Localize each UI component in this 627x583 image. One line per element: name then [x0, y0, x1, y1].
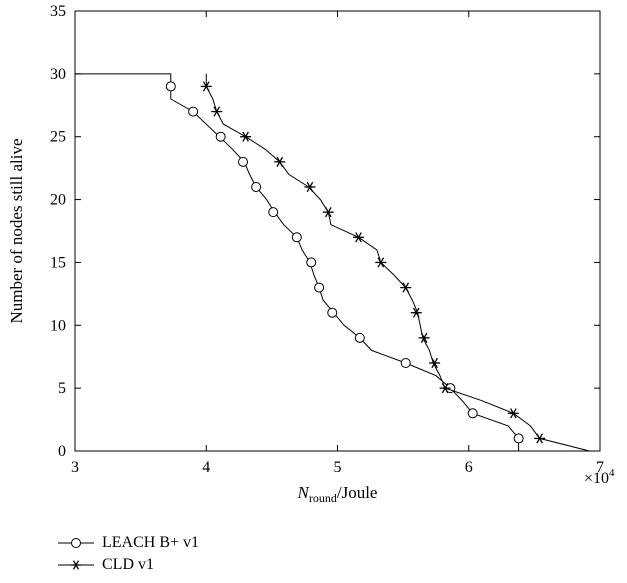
x-tick-label: 7 [596, 459, 604, 476]
data-point [211, 106, 223, 117]
data-point [513, 433, 524, 444]
data-point [327, 307, 338, 318]
data-point [400, 282, 412, 293]
y-tick-label: 0 [58, 443, 66, 460]
star-stroke [510, 408, 517, 419]
star-stroke [324, 207, 332, 218]
y-tick-label: 20 [50, 192, 66, 209]
data-point [418, 332, 430, 343]
plot-frame [74, 10, 601, 452]
data-point [215, 131, 226, 142]
star-stroke [355, 232, 362, 243]
star-stroke [276, 156, 284, 167]
data-point [314, 282, 325, 293]
legend: LEACH B+ v1 CLD v1 [58, 532, 199, 576]
data-point [322, 207, 334, 218]
data-point [251, 182, 262, 192]
star-stroke [213, 106, 221, 117]
star-stroke [420, 332, 428, 343]
plot-area: 3 4 5 6 7 0 5 10 15 20 25 30 35 [50, 3, 604, 476]
star-stroke [402, 282, 410, 293]
x-tick-label: 4 [202, 459, 210, 476]
circle-marker-icon [58, 538, 94, 548]
star-stroke [536, 433, 543, 444]
legend-label-leach: LEACH B+ v1 [102, 534, 200, 551]
data-point [534, 433, 546, 444]
star-stroke [202, 81, 210, 92]
star-stroke [306, 181, 314, 193]
data-point [165, 81, 176, 92]
data-point [507, 408, 519, 419]
legend-label-cld: CLD v1 [102, 556, 154, 573]
series-line [205, 73, 590, 452]
data-point [410, 307, 422, 318]
y-tick-label: 35 [50, 3, 66, 20]
y-tick-label: 5 [58, 380, 66, 397]
data-point [429, 357, 441, 369]
star-marker-icon [58, 560, 94, 570]
series-leach [75, 73, 524, 451]
data-point [375, 257, 387, 268]
y-tick-label: 15 [50, 254, 66, 271]
x-tick-label: 6 [465, 459, 473, 476]
x-tick-label: 5 [334, 459, 342, 476]
x-axis-label: Nround/Joule [297, 483, 378, 505]
data-point [188, 106, 199, 117]
data-point [200, 81, 212, 92]
data-point [467, 408, 478, 419]
data-point [291, 232, 302, 243]
data-point [439, 383, 451, 394]
star-stroke [242, 131, 249, 142]
data-point [400, 358, 411, 368]
y-axis-label: Number of nodes still alive [7, 138, 26, 323]
series-line [75, 73, 520, 451]
data-point [304, 181, 316, 193]
data-point [240, 131, 252, 142]
series-cld [200, 73, 590, 452]
star-stroke [431, 357, 438, 369]
star-stroke [441, 383, 449, 394]
data-point [306, 257, 317, 268]
star-stroke [412, 307, 420, 318]
x-axis-multiplier: ×104 [584, 467, 615, 487]
data-point [354, 332, 365, 343]
data-point [268, 207, 279, 218]
y-tick-label: 30 [50, 66, 66, 83]
data-point [274, 156, 286, 167]
y-tick-label: 10 [50, 317, 66, 334]
data-point [353, 232, 364, 243]
data-point [238, 156, 248, 167]
y-tick-label: 25 [50, 129, 66, 146]
x-tick-label: 3 [71, 459, 79, 476]
legend-item-cld: CLD v1 [58, 554, 199, 576]
star-stroke [377, 257, 385, 268]
legend-item-leach: LEACH B+ v1 [58, 532, 199, 554]
